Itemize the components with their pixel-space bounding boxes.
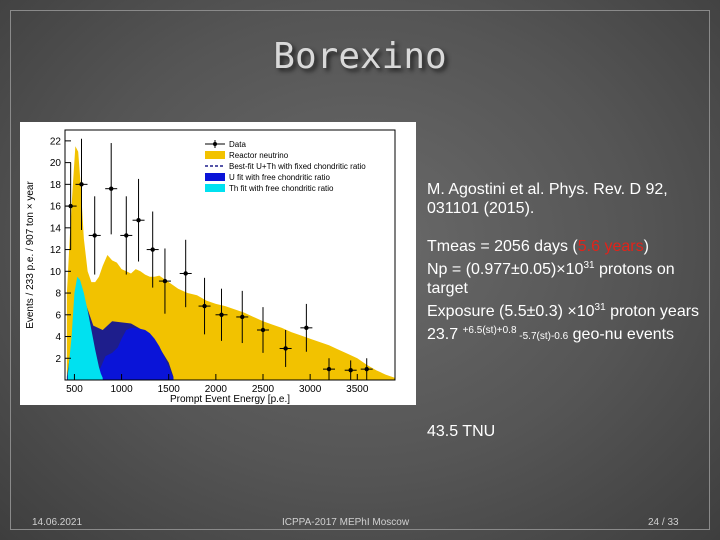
y-tick-label: 4 (55, 332, 61, 343)
footer-conference: ICPPA-2017 MEPhI Moscow (282, 517, 410, 528)
np-suffix: protons on target (427, 261, 675, 297)
data-point (79, 182, 84, 187)
reference-text: M. Agostini et al. Phys. Rev. D 92, 0311… (427, 181, 668, 217)
data-point (260, 327, 266, 333)
y-axis-label: Events / 233 p.e. / 907 ton × year (25, 181, 36, 329)
x-tick-label: 1000 (110, 384, 133, 395)
data-point (219, 312, 224, 317)
data-point (150, 247, 155, 252)
np-prefix: Np = (0.977±0.05)×10 (427, 261, 584, 278)
np-text: Np = (0.977±0.05)×1031 protons on target (427, 256, 712, 298)
chart-panel: 500 1000 1500 2000 2500 3000 3500 2 4 6 8 10 12 14 16 1… (20, 122, 416, 405)
legend-label-data: Data (229, 140, 246, 149)
tnu-text: 43.5 TNU (427, 423, 496, 440)
info-panel: M. Agostini et al. Phys. Rev. D 92, 0311… (427, 180, 712, 346)
legend-symbol-th-fit-with-free-chondritic-ratio (205, 184, 225, 192)
geonu-value: 23.7 (427, 326, 463, 343)
y-tick-label: 22 (50, 136, 62, 147)
data-point (109, 186, 114, 191)
x-axis-label: Prompt Event Energy [p.e.] (170, 394, 290, 405)
x-tick-label: 1500 (158, 384, 181, 395)
y-tick-label: 6 (55, 310, 61, 321)
series-area-u-fit-with-free-chondritic-ratio (95, 327, 174, 380)
data-point (92, 233, 97, 238)
exposure-text: Exposure (5.5±0.3) ×1031 proton years (427, 298, 712, 321)
y-tick-label: 2 (55, 354, 61, 365)
data-point (136, 218, 141, 223)
geonu-lower-error: -5.7(st)-0.6 (516, 331, 569, 342)
slide-title: Borexino (273, 36, 447, 77)
geo-neutrino-spectrum-chart: 500 1000 1500 2000 2500 3000 3500 2 4 6 8 10 12 14 16 1… (25, 129, 396, 405)
data-point (183, 271, 188, 276)
y-tick-label: 20 (50, 158, 62, 169)
x-tick-label: 2500 (252, 384, 275, 395)
data-point (162, 278, 168, 284)
geonu-suffix: geo-nu events (568, 326, 675, 343)
footer-page-number: 24 / 33 (648, 517, 679, 528)
legend-symbol-data (205, 140, 225, 148)
x-tick-label: 500 (66, 384, 83, 395)
np-exponent: 31 (583, 260, 595, 271)
y-tick-label: 18 (50, 180, 62, 191)
y-tick-label: 12 (50, 245, 62, 256)
series-area-reactor-neutrino (66, 146, 395, 380)
tmeas-suffix: ) (643, 238, 649, 255)
y-tick-label: 14 (50, 223, 62, 234)
data-point (304, 325, 309, 331)
slide-frame (10, 10, 710, 530)
data-point (283, 346, 288, 351)
exposure-prefix: Exposure (5.5±0.3) ×10 (427, 303, 595, 320)
legend-label-reactor-neutrino: Reactor neutrino (229, 151, 289, 160)
data-point (326, 366, 332, 372)
footer-date: 14.06.2021 (32, 517, 83, 528)
geonu-upper-error: +6.5(st)+0.8 (462, 325, 517, 336)
data-point (202, 303, 207, 309)
legend-label-th-fit-with-free-chondritic-ratio: Th fit with free chondritic ratio (229, 184, 334, 193)
tmeas-text: Tmeas = 2056 days (5.6 years) (427, 237, 712, 256)
legend-label-u-fit-with-free-chondritic-ratio: U fit with free chondritic ratio (229, 173, 330, 182)
x-tick-label: 3500 (346, 384, 369, 395)
exposure-exponent: 31 (594, 302, 606, 313)
y-tick-label: 8 (55, 289, 61, 300)
legend-symbol-reactor-neutrino (205, 151, 225, 159)
plot-frame (64, 129, 396, 381)
x-tick-label: 2000 (205, 384, 228, 395)
data-point (240, 314, 245, 320)
x-tick-label: 3000 (299, 384, 322, 395)
data-point (124, 233, 129, 238)
legend-label-best-fit-u-th-with-fixed-chondritic-ratio: Best-fit U+Th with fixed chondritic rati… (229, 162, 366, 171)
y-tick-label: 16 (50, 202, 62, 213)
y-tick-label: 10 (50, 267, 62, 278)
tmeas-highlight: 5.6 years (577, 238, 644, 255)
exposure-suffix: proton years (605, 303, 700, 320)
data-point (364, 366, 369, 372)
legend-symbol-u-fit-with-free-chondritic-ratio (205, 173, 225, 181)
data-point (348, 368, 353, 373)
tmeas-prefix: Tmeas = 2056 days ( (427, 238, 578, 255)
geonu-text: 23.7 +6.5(st)+0.8 -5.7(st)-0.6 geo-nu ev… (427, 321, 712, 346)
series-area-th-fit-with-free-chondritic-ratio (67, 276, 103, 380)
